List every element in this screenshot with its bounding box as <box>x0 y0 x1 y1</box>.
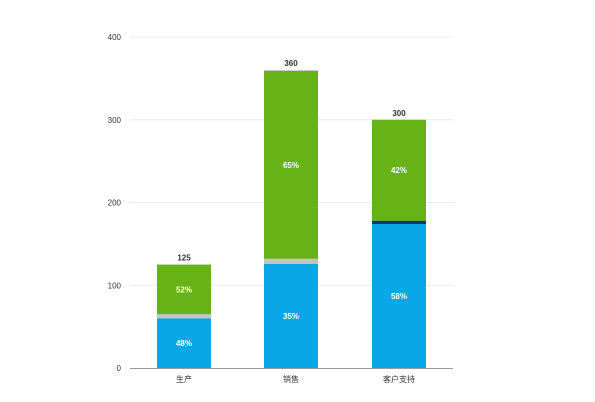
axes: 0 100 200 300 400 生产 销售 客户支持 <box>108 33 453 384</box>
data-label: 58% <box>391 292 407 301</box>
data-label: 42% <box>391 166 407 175</box>
bar-segment <box>372 119 426 221</box>
y-tick-label: 200 <box>108 199 122 208</box>
y-tick-label: 400 <box>108 33 122 42</box>
bar-segment <box>157 314 211 319</box>
bar-segment <box>264 70 318 71</box>
bar-segment <box>264 263 318 368</box>
total-label: 300 <box>392 109 406 118</box>
bar-segment <box>264 70 318 259</box>
bar-segment <box>372 220 426 225</box>
data-label: 65% <box>283 161 299 170</box>
y-tick-label: 300 <box>108 116 122 125</box>
bar-segment <box>264 258 318 264</box>
x-tick-label: 生产 <box>176 374 192 384</box>
data-label: 35% <box>283 312 299 321</box>
bar-segment <box>157 318 211 368</box>
bar-segment <box>372 224 426 368</box>
x-tick-label: 客户支持 <box>383 374 415 384</box>
x-tick-label: 销售 <box>283 374 299 384</box>
labels: 48% 52% 125 35% 65% 360 58% 42% 300 <box>176 59 407 348</box>
data-label: 48% <box>176 339 192 348</box>
data-label: 52% <box>176 285 192 294</box>
y-tick-label: 0 <box>117 364 122 373</box>
total-label: 125 <box>177 254 191 263</box>
bars <box>157 70 426 368</box>
bar-segment <box>157 264 211 315</box>
y-tick-label: 100 <box>108 281 122 290</box>
total-label: 360 <box>284 59 298 68</box>
